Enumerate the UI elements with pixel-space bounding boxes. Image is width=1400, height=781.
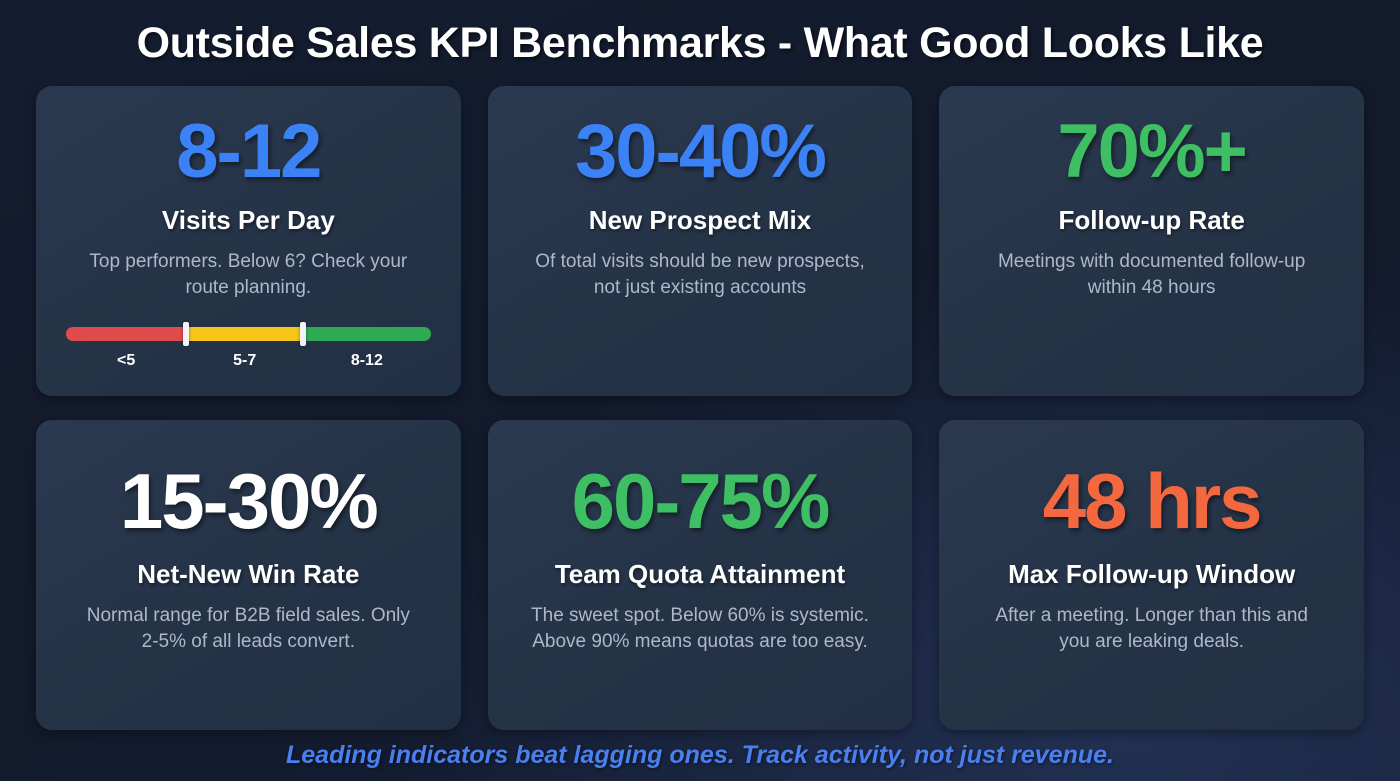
kpi-label: Max Follow-up Window <box>1008 559 1296 589</box>
kpi-value: 70%+ <box>1057 109 1247 194</box>
kpi-card-follow-up-rate: 70%+ Follow-up Rate Meetings with docume… <box>939 86 1364 396</box>
kpi-card-team-quota-attainment: 60-75% Team Quota Attainment The sweet s… <box>487 420 913 730</box>
gauge-segment-mid <box>186 327 304 341</box>
kpi-description: Top performers. Below 6? Check your rout… <box>89 250 408 298</box>
kpi-label: Visits Per Day <box>161 205 335 235</box>
kpi-label: Follow-up Rate <box>1058 205 1245 235</box>
kpi-value: 60-75% <box>571 457 831 545</box>
kpi-card-grid: 8-12 Visits Per Day Top performers. Belo… <box>36 86 1364 730</box>
kpi-description: Of total visits should be new prospects,… <box>535 250 865 298</box>
kpi-label: New Prospect Mix <box>588 205 812 235</box>
kpi-card-visits-per-day: 8-12 Visits Per Day Top performers. Belo… <box>36 86 461 396</box>
gauge-segment-high <box>303 327 431 341</box>
kpi-card-new-prospect-mix: 30-40% New Prospect Mix Of total visits … <box>487 86 913 396</box>
visits-gauge: <5 5-7 8-12 <box>58 322 439 376</box>
kpi-card-max-follow-up-window: 48 hrs Max Follow-up Window After a meet… <box>939 420 1364 730</box>
kpi-value: 48 hrs <box>1042 457 1263 545</box>
gauge-tick-1 <box>183 322 190 346</box>
kpi-label: Team Quota Attainment <box>554 559 846 589</box>
gauge-segment-low <box>66 327 187 341</box>
gauge-label-high: 8-12 <box>350 352 383 369</box>
kpi-value: 30-40% <box>575 109 827 194</box>
kpi-description: Meetings with documented follow-up withi… <box>997 250 1306 298</box>
kpi-value: 15-30% <box>119 457 379 545</box>
kpi-description: The sweet spot. Below 60% is systemic. A… <box>531 604 869 652</box>
footer-note: Leading indicators beat lagging ones. Tr… <box>286 741 1114 769</box>
page-title: Outside Sales KPI Benchmarks - What Good… <box>136 19 1264 67</box>
gauge-label-low: <5 <box>117 352 136 369</box>
kpi-description: After a meeting. Longer than this and yo… <box>995 604 1308 652</box>
gauge-labels: <5 5-7 8-12 <box>66 352 431 370</box>
kpi-value: 8-12 <box>176 109 322 194</box>
kpi-card-net-new-win-rate: 15-30% Net-New Win Rate Normal range for… <box>36 420 461 730</box>
kpi-description: Normal range for B2B field sales. Only 2… <box>86 604 410 652</box>
gauge-bar <box>66 322 431 346</box>
gauge-label-mid: 5-7 <box>233 352 257 369</box>
kpi-label: Net-New Win Rate <box>137 559 360 589</box>
gauge-tick-2 <box>300 322 307 346</box>
